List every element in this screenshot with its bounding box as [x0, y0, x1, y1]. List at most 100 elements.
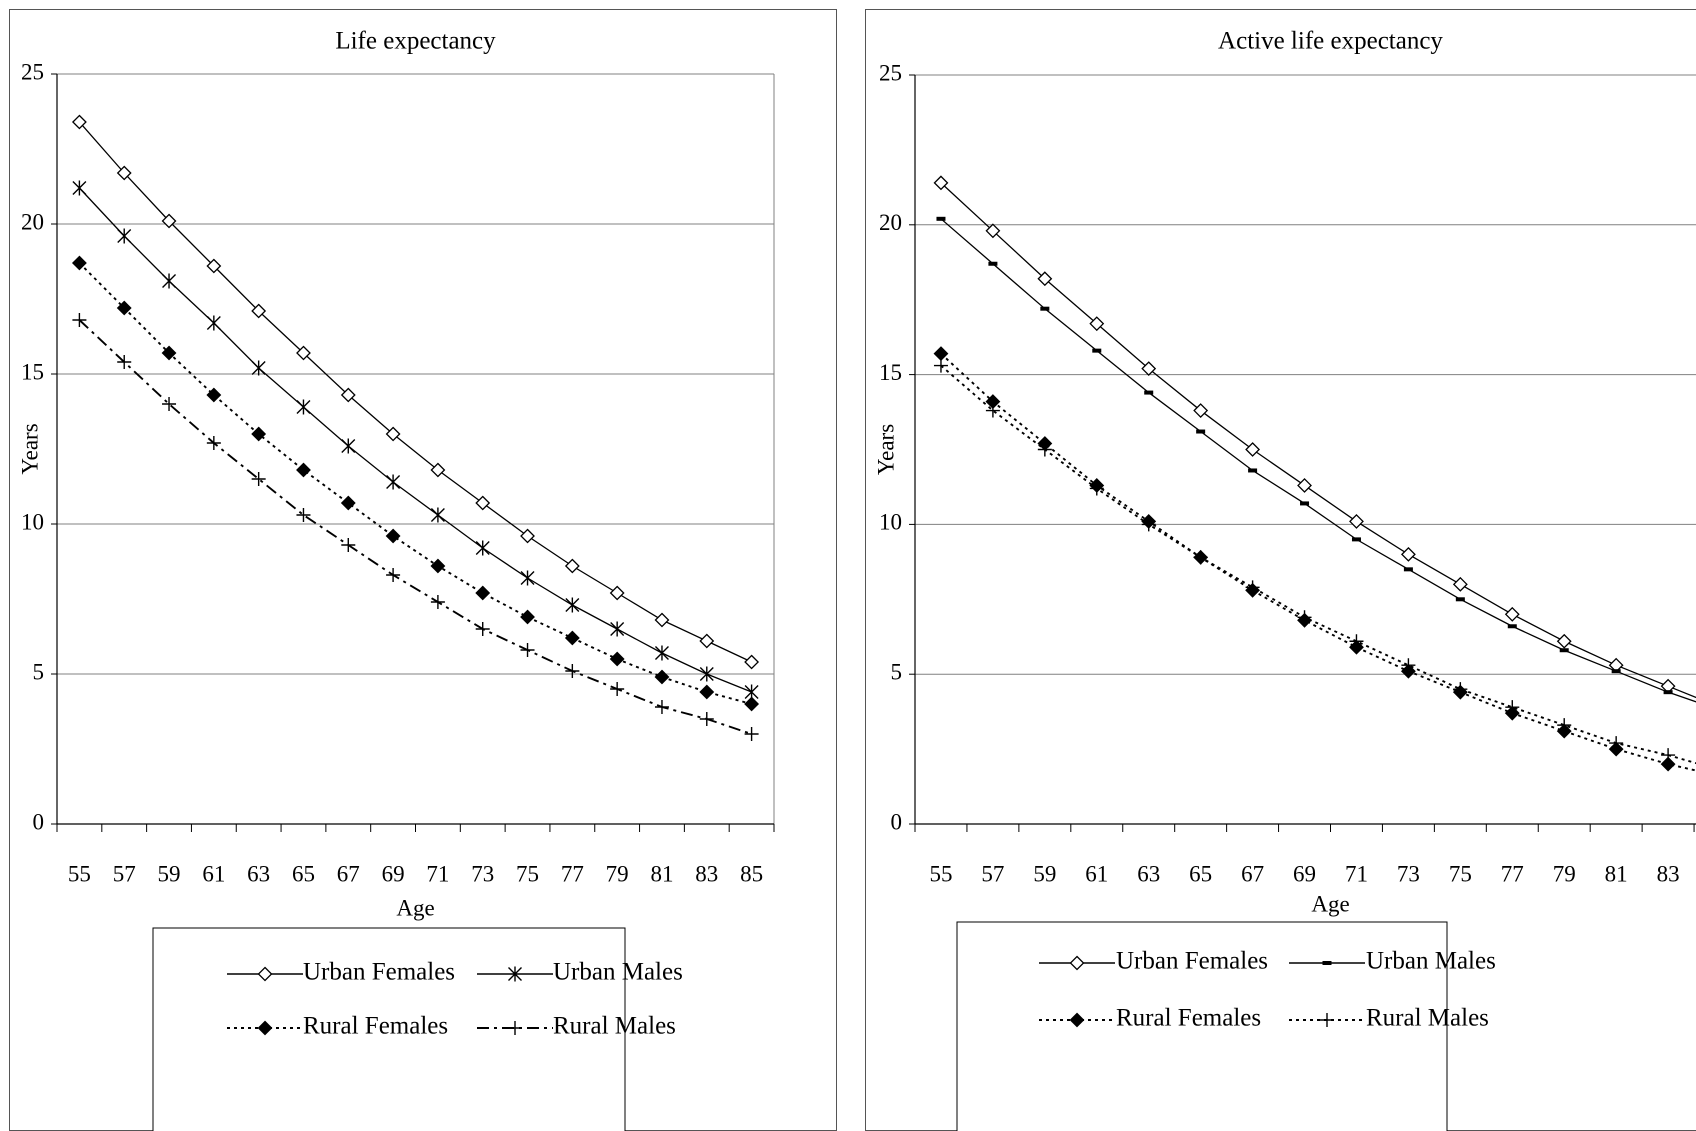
y-tick-label: 10: [879, 510, 902, 535]
data-point-rural-females: [251, 426, 267, 442]
data-point-urban-females: [744, 654, 760, 670]
data-point-rural-females: [609, 651, 625, 667]
data-point-urban-females: [699, 633, 715, 649]
data-point-rural-females: [475, 585, 491, 601]
data-point-urban-females: [564, 558, 580, 574]
series-line-rural-males: [940, 364, 1696, 765]
data-point-urban-females: [933, 175, 949, 191]
legend-marker-3: [508, 1021, 522, 1035]
data-point-urban-females: [654, 612, 670, 628]
x-tick-label: 75: [1449, 861, 1472, 886]
data-point-rural-females: [206, 387, 222, 403]
series-urban-females: [933, 175, 1696, 699]
data-point-urban-males: [1144, 390, 1154, 395]
data-point-urban-females: [385, 426, 401, 442]
data-point-rural-males: [386, 568, 401, 582]
data-point-urban-males: [1403, 567, 1413, 572]
y-tick-label: 25: [21, 59, 44, 84]
active-life-expectancy-panel: Active life expectancy 0 5 10 15 20 25 55 57 59 61…: [865, 9, 1696, 1131]
series-line-rural-females: [940, 352, 1696, 772]
data-point-urban-females: [71, 114, 87, 130]
data-point-rural-males: [1453, 682, 1468, 697]
data-point-rural-females: [340, 495, 356, 511]
data-point-urban-males: [654, 645, 669, 661]
data-point-urban-females: [475, 495, 491, 511]
x-tick-label: 69: [382, 861, 405, 886]
data-point-urban-females: [251, 303, 267, 319]
data-point-rural-males: [1245, 580, 1260, 595]
data-point-rural-males: [1141, 517, 1156, 532]
data-point-urban-females: [1400, 546, 1416, 562]
series-line-urban-males: [78, 187, 752, 693]
data-point-urban-females: [1556, 633, 1572, 649]
data-point-rural-males: [430, 595, 445, 609]
x-tick-label: 81: [650, 861, 673, 886]
legend-marker-3: [1320, 1013, 1334, 1027]
x-tick-label: 73: [471, 861, 494, 886]
data-point-urban-females: [1452, 576, 1468, 592]
data-point-rural-males: [1089, 481, 1104, 496]
data-point-urban-females: [1504, 606, 1520, 622]
y-tick-label: 0: [891, 809, 903, 834]
data-point-urban-females: [206, 258, 222, 274]
series-line-rural-males: [78, 319, 752, 735]
x-tick-label: 69: [1293, 861, 1316, 886]
series-rural-females: [933, 346, 1696, 772]
data-point-rural-males: [206, 436, 221, 450]
series-line-urban-females: [78, 121, 752, 663]
x-tick-label: 81: [1605, 861, 1628, 886]
x-tick-label: 75: [516, 861, 539, 886]
data-point-rural-males: [1193, 550, 1208, 565]
y-tick-label: 0: [33, 809, 45, 834]
life-expectancy-panel: Life expectancy 0 5 10 15 20 25 55 57 59 61 63 65 67 6…: [9, 9, 837, 1131]
legend-marker-1: [1322, 961, 1332, 965]
series-urban-males: [72, 180, 759, 700]
data-point-urban-males: [1351, 537, 1361, 542]
data-point-rural-females: [933, 346, 949, 362]
legend-item-label: Urban Males: [1366, 948, 1496, 975]
data-point-urban-males: [988, 261, 998, 266]
x-tick-label: 63: [1137, 861, 1160, 886]
legend: Urban Females Urban Males Rural Females Rur…: [956, 921, 1496, 1131]
x-tick-label: 73: [1397, 861, 1420, 886]
data-point-urban-males: [1092, 348, 1102, 353]
x-tick-label: 59: [158, 861, 181, 886]
data-point-rural-females: [385, 528, 401, 544]
y-tick-label: 10: [21, 509, 44, 534]
data-point-urban-males: [565, 597, 580, 613]
series-rural-females: [71, 255, 760, 712]
x-tick-label: 61: [1085, 861, 1108, 886]
legend-item-label: Urban Females: [303, 959, 455, 986]
data-point-urban-males: [520, 570, 535, 586]
data-point-urban-females: [1037, 271, 1053, 287]
x-tick-label: 79: [1553, 861, 1576, 886]
y-tick-label: 15: [21, 359, 44, 384]
data-point-urban-females: [340, 387, 356, 403]
data-point-urban-females: [520, 528, 535, 544]
data-point-urban-males: [936, 216, 946, 221]
data-point-urban-females: [296, 345, 311, 361]
data-point-rural-females: [520, 609, 535, 625]
data-point-urban-males: [475, 540, 490, 556]
data-point-urban-females: [116, 165, 132, 181]
data-point-urban-males: [341, 438, 356, 454]
x-tick-label: 57: [981, 861, 1004, 886]
x-tick-label: 65: [292, 861, 315, 886]
data-point-urban-males: [1300, 501, 1310, 506]
data-point-urban-males: [430, 507, 445, 523]
legend-item-label: Urban Females: [1116, 948, 1268, 975]
data-point-rural-males: [296, 508, 311, 522]
y-tick-label: 15: [879, 360, 902, 385]
legend-item-label: Rural Females: [303, 1013, 448, 1040]
series-urban-males: [936, 216, 1696, 703]
data-point-urban-females: [985, 223, 1001, 239]
data-point-rural-females: [430, 558, 446, 574]
chart-title: Active life expectancy: [1218, 28, 1443, 55]
life-expectancy-chart: Life expectancy 0 5 10 15 20 25 55 57 59 61 63 65 67 6…: [17, 28, 775, 1131]
data-point-urban-males: [1663, 690, 1673, 695]
data-point-urban-males: [1611, 669, 1621, 674]
data-point-rural-males: [933, 358, 948, 373]
data-point-rural-males: [654, 700, 669, 714]
data-point-rural-males: [985, 403, 1000, 418]
data-point-rural-females: [116, 300, 132, 316]
